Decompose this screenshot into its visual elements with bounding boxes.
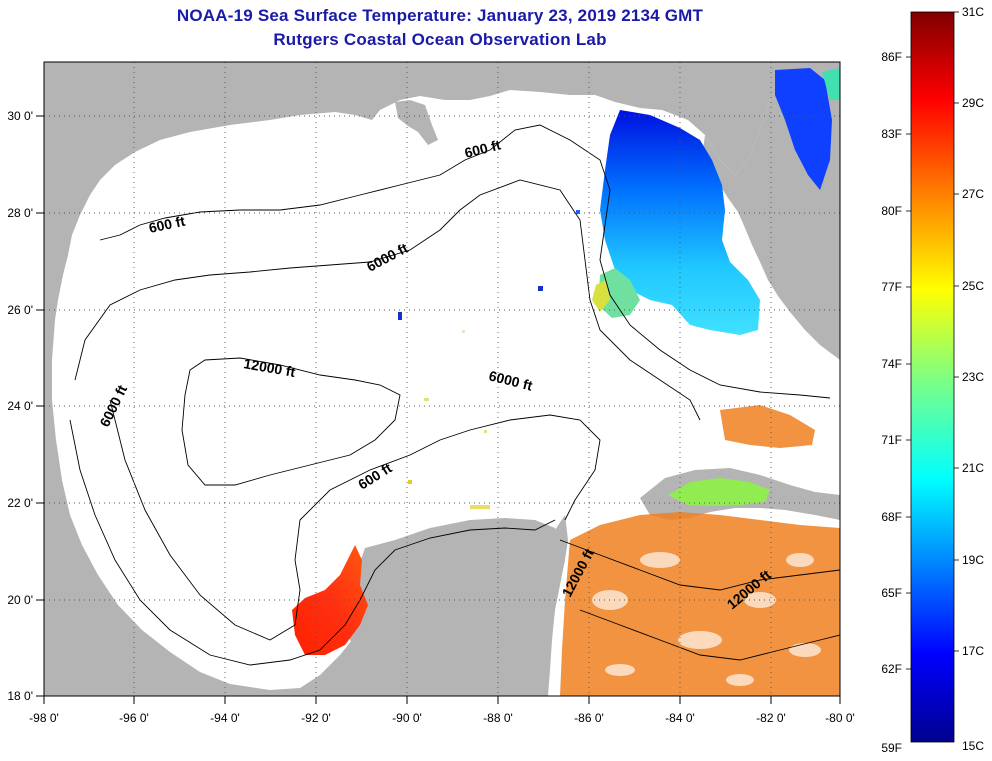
colorbar-f-label: 83F xyxy=(881,127,902,141)
colorbar-scale xyxy=(910,11,955,743)
scattered-sst-pixels xyxy=(398,210,580,509)
colorbar-c-label: 21C xyxy=(962,461,984,475)
lon-label: -88 0' xyxy=(483,711,513,725)
colorbar-f-label: 62F xyxy=(881,662,902,676)
lon-label: -92 0' xyxy=(301,711,331,725)
colorbar-c-label: 19C xyxy=(962,553,984,567)
lon-label: -98 0' xyxy=(29,711,59,725)
lat-label: 26 0' xyxy=(7,303,33,317)
colorbar-f-label: 59F xyxy=(881,741,902,755)
colorbar-c-label: 25C xyxy=(962,279,984,293)
contour-12000ft-carib xyxy=(559,539,840,591)
contour-12000ft xyxy=(181,357,401,486)
caribbean-sst-patch xyxy=(560,512,840,696)
lon-label: -86 0' xyxy=(574,711,604,725)
graticule xyxy=(44,62,840,696)
lat-label: 18 0' xyxy=(7,689,33,703)
lon-label: -90 0' xyxy=(392,711,422,725)
map-subtitle: Rutgers Coastal Ocean Observation Lab xyxy=(273,30,607,49)
colorbar: 86F 83F 80F 77F 74F 71F 68F 65F 62F 59F … xyxy=(881,5,984,755)
contour-6000ft-south xyxy=(109,399,601,641)
colorbar-c-label: 23C xyxy=(962,370,984,384)
mississippi-delta xyxy=(395,100,438,145)
colorbar-c-label: 31C xyxy=(962,5,984,19)
bathymetry-contours xyxy=(69,124,840,666)
colorbar-c-label: 27C xyxy=(962,187,984,201)
lon-label: -80 0' xyxy=(825,711,855,725)
colorbar-c-label: 15C xyxy=(962,739,984,753)
latitude-labels: 30 0' 28 0' 26 0' 24 0' 22 0' 20 0' 18 0… xyxy=(7,109,33,703)
lon-label: -82 0' xyxy=(756,711,786,725)
lon-label: -94 0' xyxy=(210,711,240,725)
colorbar-c-label: 17C xyxy=(962,644,984,658)
caribbean-cloud-gaps xyxy=(592,552,821,686)
axis-ticks xyxy=(36,115,841,704)
yucatan-land xyxy=(345,518,560,682)
colorbar-f-label: 68F xyxy=(881,510,902,524)
lon-label: -96 0' xyxy=(119,711,149,725)
atlantic-sst-green xyxy=(822,68,840,100)
colorbar-f-label: 80F xyxy=(881,204,902,218)
contour-600ft-north xyxy=(99,124,831,399)
us-gulf-coast-land xyxy=(44,62,840,320)
map-frame xyxy=(43,61,841,697)
lat-label: 22 0' xyxy=(7,496,33,510)
colorbar-f-label: 65F xyxy=(881,586,902,600)
contour-12000ft-carib-2 xyxy=(579,609,840,661)
colorbar-c-label: 29C xyxy=(962,96,984,110)
lon-label: -84 0' xyxy=(665,711,695,725)
colorbar-f-label: 86F xyxy=(881,50,902,64)
contour-label: 600 ft xyxy=(147,213,186,236)
lat-label: 30 0' xyxy=(7,109,33,123)
atlantic-sst-strip xyxy=(775,68,832,190)
florida-straits-sst xyxy=(720,405,815,448)
lat-label: 20 0' xyxy=(7,593,33,607)
map-title: NOAA-19 Sea Surface Temperature: January… xyxy=(176,6,704,25)
map-area xyxy=(44,62,840,696)
cuba-green-sst xyxy=(668,478,770,506)
contour-6000ft-ring xyxy=(74,179,701,421)
colorbar-ticks xyxy=(906,11,959,670)
florida-shelf-yellow xyxy=(592,280,610,312)
colorbar-f-label: 71F xyxy=(881,433,902,447)
longitude-labels: -98 0' -96 0' -94 0' -92 0' -90 0' -88 0… xyxy=(29,711,855,725)
contour-600ft-south xyxy=(69,419,556,666)
colorbar-f-label: 74F xyxy=(881,357,902,371)
colorbar-f-label: 77F xyxy=(881,280,902,294)
florida-shelf-warm-edge xyxy=(598,268,640,318)
lat-label: 28 0' xyxy=(7,206,33,220)
lat-label: 24 0' xyxy=(7,399,33,413)
